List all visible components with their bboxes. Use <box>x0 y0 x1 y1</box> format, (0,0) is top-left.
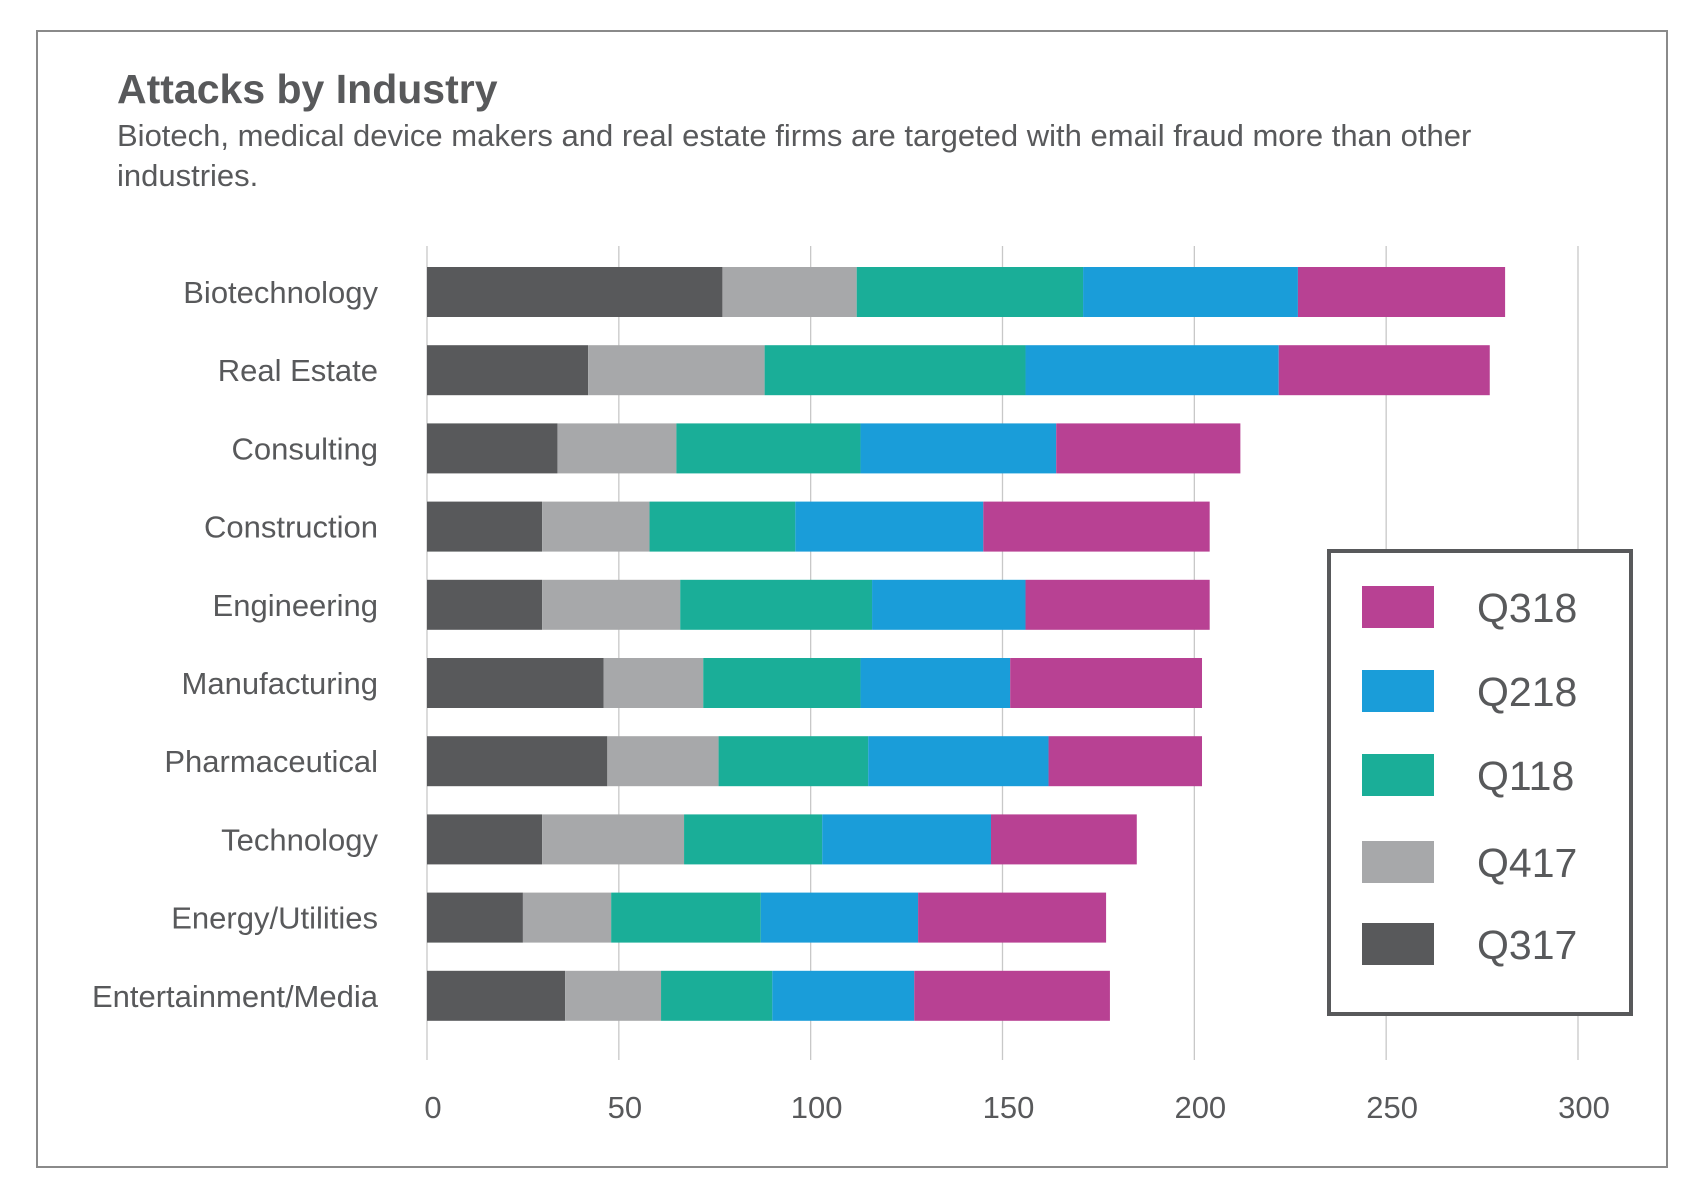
bar-manufacturing-q118 <box>703 658 861 708</box>
category-label-technology: Technology <box>221 822 378 857</box>
bar-technology-q417 <box>542 814 685 865</box>
bar-engineering-q417 <box>542 579 681 630</box>
bar-engineering-q318 <box>1025 579 1210 630</box>
bar-entertainment-media-q417 <box>565 970 662 1021</box>
bar-construction-q118 <box>649 501 796 552</box>
bar-entertainment-media-q318 <box>914 970 1110 1021</box>
category-label-manufacturing: Manufacturing <box>182 666 378 701</box>
bar-consulting-q317 <box>427 423 558 474</box>
bar-construction-q318 <box>983 501 1210 552</box>
bar-manufacturing-q417 <box>603 658 704 708</box>
bar-pharmaceutical-q417 <box>607 736 719 787</box>
bar-construction-q218 <box>795 501 984 552</box>
bar-biotechnology-q317 <box>427 267 723 317</box>
x-tick-label: 150 <box>983 1090 1035 1125</box>
bar-segments <box>427 267 1506 1021</box>
x-tick-label: 250 <box>1366 1090 1418 1125</box>
bar-biotechnology-q318 <box>1297 267 1506 317</box>
bar-pharmaceutical-q318 <box>1048 736 1203 787</box>
x-tick-labels: 0 50 100 150 200 250 300 <box>424 1090 1609 1125</box>
legend-label-q118: Q118 <box>1477 753 1574 799</box>
bar-entertainment-media-q317 <box>427 970 566 1021</box>
bar-manufacturing-q317 <box>427 658 604 708</box>
category-label-biotechnology: Biotechnology <box>183 275 378 310</box>
legend: Q318 Q218 Q118 Q417 Q317 <box>1327 549 1633 1016</box>
category-labels: Biotechnology Real Estate Consulting Constr… <box>92 275 379 1014</box>
bar-engineering-q118 <box>680 579 873 630</box>
bar-pharmaceutical-q218 <box>868 736 1049 787</box>
x-tick-label: 200 <box>1174 1090 1226 1125</box>
chart-subtitle: Biotech, medical device makers and real … <box>117 118 1472 193</box>
bar-energy-utilities-q318 <box>918 892 1107 943</box>
x-tick-label: 100 <box>791 1090 843 1125</box>
bar-real-estate-q317 <box>427 345 589 396</box>
legend-swatch-q417 <box>1362 841 1434 883</box>
bar-engineering-q218 <box>872 579 1026 630</box>
category-label-construction: Construction <box>204 510 378 545</box>
legend-swatch-q118 <box>1362 754 1434 796</box>
legend-label-q318: Q318 <box>1477 585 1577 631</box>
bar-construction-q417 <box>542 501 650 552</box>
bar-construction-q317 <box>427 501 543 552</box>
bar-technology-q118 <box>684 814 823 865</box>
bar-biotechnology-q218 <box>1083 267 1298 317</box>
x-tick-label: 50 <box>608 1090 642 1125</box>
bar-biotechnology-q118 <box>856 267 1084 317</box>
category-label-engineering: Engineering <box>213 588 378 623</box>
bar-technology-q318 <box>990 814 1137 865</box>
bar-real-estate-q417 <box>588 345 765 396</box>
bar-pharmaceutical-q317 <box>427 736 608 787</box>
bar-manufacturing-q218 <box>860 658 1011 708</box>
legend-label-q218: Q218 <box>1477 669 1577 715</box>
bar-technology-q218 <box>822 814 991 865</box>
bar-real-estate-q318 <box>1278 345 1490 396</box>
bar-energy-utilities-q417 <box>522 892 612 943</box>
category-label-consulting: Consulting <box>232 431 378 466</box>
bar-engineering-q317 <box>427 579 543 630</box>
bar-consulting-q118 <box>676 423 861 474</box>
legend-swatch-q317 <box>1362 923 1434 965</box>
x-tick-label: 0 <box>424 1090 441 1125</box>
bar-energy-utilities-q218 <box>760 892 919 943</box>
bar-consulting-q417 <box>557 423 677 474</box>
bar-real-estate-q218 <box>1025 345 1279 396</box>
bar-biotechnology-q417 <box>722 267 857 317</box>
bar-energy-utilities-q118 <box>611 892 761 943</box>
x-tick-label: 300 <box>1558 1090 1610 1125</box>
legend-label-q317: Q317 <box>1477 922 1577 968</box>
bar-consulting-q318 <box>1056 423 1241 474</box>
bar-consulting-q218 <box>860 423 1057 474</box>
bar-pharmaceutical-q118 <box>718 736 869 787</box>
category-label-pharmaceutical: Pharmaceutical <box>164 744 378 779</box>
bar-energy-utilities-q317 <box>427 892 523 943</box>
bar-technology-q317 <box>427 814 543 865</box>
bar-entertainment-media-q118 <box>661 970 773 1021</box>
category-label-energy-utilities: Energy/Utilities <box>171 901 378 936</box>
chart-title: Attacks by Industry <box>117 66 498 112</box>
legend-swatch-q318 <box>1362 586 1434 628</box>
legend-swatch-q218 <box>1362 670 1434 712</box>
legend-label-q417: Q417 <box>1477 840 1577 886</box>
category-label-entertainment-media: Entertainment/Media <box>92 979 379 1014</box>
category-label-real-estate: Real Estate <box>218 353 378 388</box>
bar-real-estate-q118 <box>764 345 1026 396</box>
bar-entertainment-media-q218 <box>772 970 915 1021</box>
bar-manufacturing-q318 <box>1010 658 1203 708</box>
